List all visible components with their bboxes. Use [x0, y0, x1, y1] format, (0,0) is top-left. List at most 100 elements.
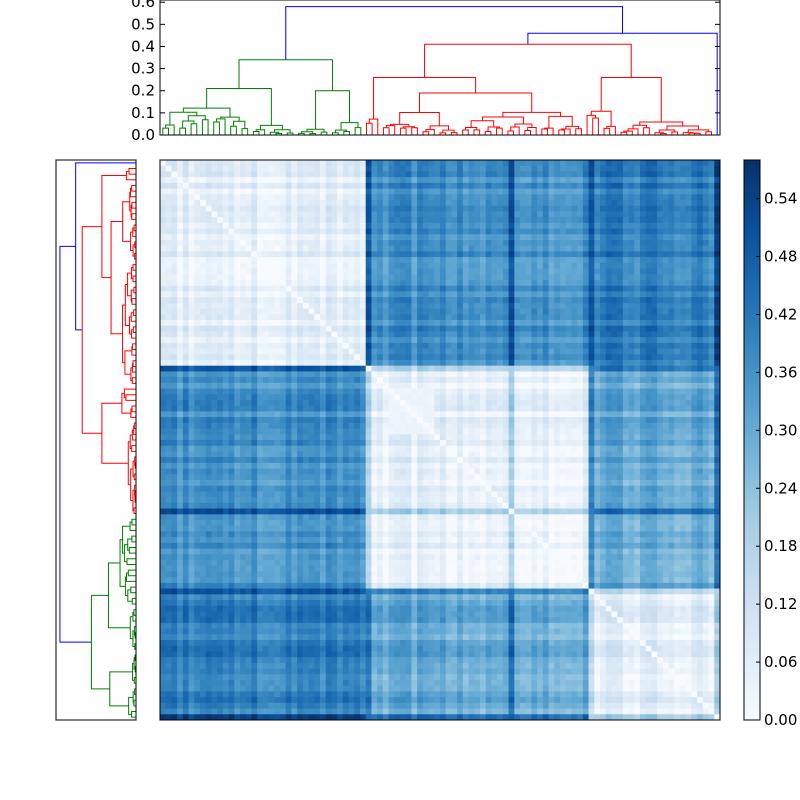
heatmap-cell [331, 177, 338, 184]
heatmap-cell [531, 160, 538, 167]
heatmap-cell [222, 274, 230, 281]
left-dendrogram-link-51 [133, 422, 136, 430]
heatmap-cell [680, 291, 687, 298]
heatmap-cell [422, 194, 430, 201]
heatmap-cell [171, 251, 178, 258]
heatmap-cell [554, 405, 561, 412]
heatmap-cell [640, 217, 647, 224]
heatmap-cell [542, 302, 550, 310]
heatmap-cell [582, 285, 590, 292]
heatmap-cell [177, 354, 184, 361]
heatmap-cell [257, 320, 264, 327]
heatmap-cell [685, 222, 692, 230]
heatmap-cell [662, 417, 670, 424]
heatmap-cell [394, 222, 401, 230]
heatmap-cell [714, 394, 721, 401]
heatmap-cell [674, 285, 681, 292]
heatmap-cell [451, 228, 458, 235]
heatmap-cell [331, 171, 338, 178]
heatmap-cell [285, 400, 292, 407]
heatmap-cell [331, 365, 338, 372]
heatmap-cell [160, 428, 167, 435]
heatmap-cell [525, 222, 532, 230]
heatmap-cell [628, 268, 635, 275]
heatmap-cell [160, 240, 167, 247]
heatmap-cell [314, 434, 321, 441]
heatmap-cell [571, 262, 578, 270]
heatmap-cell [611, 160, 618, 167]
heatmap-cell [491, 234, 498, 241]
heatmap-cell [160, 365, 167, 372]
heatmap-cell [457, 342, 464, 350]
heatmap-cell [240, 337, 247, 344]
heatmap-cell [594, 234, 601, 241]
heatmap-cell [668, 354, 675, 361]
heatmap-cell [171, 280, 178, 287]
heatmap-cell [228, 302, 235, 310]
heatmap-cell [520, 177, 527, 184]
heatmap-cell [702, 222, 710, 230]
heatmap-cell [468, 200, 475, 207]
heatmap-cell [674, 177, 681, 184]
heatmap-cell [262, 320, 270, 327]
heatmap-cell [411, 422, 418, 430]
heatmap-cell [200, 394, 207, 401]
heatmap-cell [514, 348, 521, 355]
heatmap-cell [674, 360, 681, 367]
heatmap-cell [434, 280, 441, 287]
heatmap-cell [668, 365, 675, 372]
heatmap-cell [617, 371, 624, 378]
heatmap-cell [388, 388, 395, 395]
heatmap-cell [337, 165, 344, 172]
heatmap-cell [617, 291, 624, 298]
heatmap-cell [325, 337, 332, 344]
heatmap-cell [251, 245, 258, 252]
heatmap-cell [554, 222, 561, 230]
heatmap-cell [514, 331, 521, 338]
heatmap-cell [474, 394, 481, 401]
heatmap-cell [674, 382, 681, 390]
heatmap-cell [548, 308, 555, 315]
heatmap-cell [188, 428, 195, 435]
heatmap-cell [337, 205, 344, 212]
heatmap-cell [714, 360, 721, 367]
heatmap-cell [262, 400, 270, 407]
heatmap-cell [668, 240, 675, 247]
heatmap-cell [331, 251, 338, 258]
heatmap-cell [417, 262, 424, 270]
heatmap-cell [622, 342, 630, 350]
heatmap-cell [542, 297, 550, 304]
heatmap-cell [485, 302, 492, 310]
heatmap-cell [297, 234, 304, 241]
heatmap-cell [645, 188, 652, 195]
heatmap-cell [211, 205, 218, 212]
heatmap-cell [245, 434, 252, 441]
heatmap-cell [525, 365, 532, 372]
heatmap-cell [320, 314, 327, 321]
heatmap-cell [228, 188, 235, 195]
heatmap-cell [645, 205, 652, 212]
heatmap-cell [560, 308, 567, 315]
distance-heatmap [160, 160, 721, 721]
heatmap-cell [400, 182, 407, 190]
heatmap-cell [188, 371, 195, 378]
heatmap-cell [548, 348, 555, 355]
heatmap-cell [228, 354, 235, 361]
heatmap-cell [405, 182, 412, 190]
heatmap-cell [388, 314, 395, 321]
heatmap-cell [480, 177, 487, 184]
heatmap-cell [685, 422, 692, 430]
heatmap-cell [462, 422, 470, 430]
left-dendrogram-link-18 [134, 241, 136, 249]
heatmap-cell [714, 377, 721, 384]
heatmap-cell [554, 257, 561, 264]
heatmap-cell [668, 331, 675, 338]
heatmap-cell [422, 217, 430, 224]
heatmap-cell [548, 320, 555, 327]
heatmap-cell [245, 211, 252, 218]
heatmap-cell [382, 337, 390, 344]
heatmap-cell [360, 268, 367, 275]
heatmap-cell [582, 388, 590, 395]
heatmap-cell [480, 228, 487, 235]
heatmap-cell [194, 337, 201, 344]
